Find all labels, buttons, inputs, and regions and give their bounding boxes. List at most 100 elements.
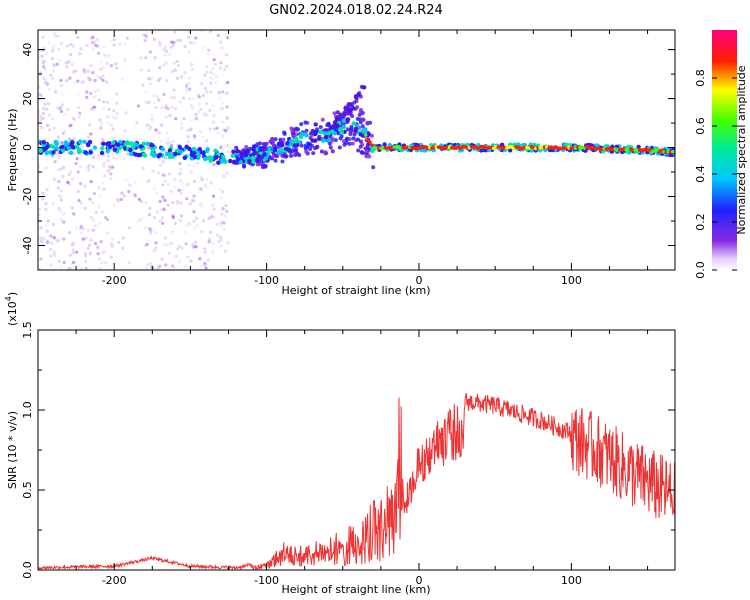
- spectrogram-scatter-point: [210, 214, 214, 219]
- spectrogram-scatter-point: [49, 263, 53, 267]
- spectrogram-band-point: [150, 143, 155, 148]
- spectrogram-band-point: [187, 146, 192, 152]
- spectrogram-scatter-point: [200, 178, 204, 182]
- spectrogram-scatter-point: [72, 152, 76, 156]
- spectrogram-cloud-point: [282, 130, 287, 135]
- spectrogram-scatter-point: [74, 69, 78, 73]
- spectrogram-scatter-point: [45, 188, 49, 192]
- spectrogram-scatter-point: [92, 191, 97, 196]
- spectrogram-scatter-point: [101, 138, 105, 142]
- spectrogram-scatter-point: [168, 172, 172, 176]
- spectrogram-scatter-point: [66, 44, 70, 48]
- spectrogram-scatter-point: [87, 243, 92, 247]
- spectrogram-scatter-point: [102, 164, 106, 168]
- spectrogram-scatter-point: [44, 201, 48, 206]
- spectrogram-scatter-point: [116, 197, 120, 202]
- spectrogram-scatter-point: [39, 256, 43, 261]
- spectrogram-band-point: [263, 156, 268, 161]
- spectrogram-scatter-point: [54, 34, 58, 38]
- spectrogram-scatter-point: [164, 49, 169, 54]
- spectrogram-scatter-point: [91, 165, 95, 169]
- spectrogram-scatter-point: [120, 191, 124, 195]
- spectrogram-scatter-point: [38, 164, 41, 168]
- spectrogram-scatter-point: [120, 77, 125, 82]
- spectrogram-scatter-point: [75, 157, 79, 161]
- spectrogram-scatter-point: [103, 215, 108, 220]
- spectrogram-band-point: [258, 147, 263, 152]
- spectrogram-scatter-point: [92, 105, 97, 109]
- spectrogram-scatter-point: [104, 261, 108, 265]
- spectrogram-band-point: [304, 133, 309, 138]
- spectrogram-scatter-point: [58, 194, 62, 198]
- spectrogram-scatter-point: [82, 68, 86, 72]
- spectrogram-band-point: [105, 148, 111, 154]
- spectrogram-scatter-point: [219, 196, 223, 200]
- spectrogram-scatter-point: [66, 77, 70, 81]
- spectrogram-scatter-point: [173, 68, 177, 72]
- spectrogram-scatter-point: [106, 121, 110, 125]
- spectrogram-band-point: [100, 145, 105, 151]
- spectrogram-scatter-point: [83, 206, 87, 210]
- spectrogram-scatter-point: [186, 134, 190, 139]
- spectrogram-scatter-point: [145, 263, 150, 267]
- spectrogram-scatter-point: [99, 239, 103, 244]
- spectrogram-scatter-point: [102, 174, 107, 178]
- spectrogram-scatter-point: [179, 214, 184, 218]
- spectrogram-scatter-point: [220, 101, 224, 105]
- spectrogram-scatter-point: [112, 109, 116, 113]
- spectrogram-cloud-point: [358, 139, 363, 144]
- spectrogram-scatter-point: [201, 93, 206, 98]
- spectrogram-cloud-point: [364, 149, 369, 154]
- spectrogram-scatter-point: [177, 188, 181, 192]
- spectrogram-scatter-point: [49, 254, 53, 258]
- snr-y-tick-label: 0.0: [21, 561, 34, 579]
- spectrogram-band-point: [238, 159, 243, 165]
- spectrogram-scatter-point: [89, 180, 93, 184]
- spectrogram-scatter-point: [71, 251, 76, 255]
- spectrogram-scatter-point: [100, 251, 105, 255]
- spectrogram-cloud-point: [349, 129, 354, 134]
- spectrogram-band-point: [66, 145, 71, 151]
- spectrogram-band-point: [235, 148, 240, 154]
- spectrogram-band-point: [289, 139, 294, 144]
- spectrogram-cloud-point: [347, 137, 352, 142]
- spectrogram-scatter-point: [156, 94, 160, 99]
- spectrogram-scatter-point: [148, 50, 152, 54]
- colorbar-tick-label: 0.8: [694, 69, 707, 87]
- spectrogram-cloud-point: [270, 137, 275, 142]
- spectrogram-scatter-point: [87, 168, 91, 172]
- spectrogram-scatter-point: [162, 63, 166, 67]
- spectrogram-scatter-point: [150, 114, 154, 118]
- snr-x-tick-label: -200: [102, 574, 127, 587]
- spectrogram-cloud-point: [271, 140, 276, 145]
- spectrogram-scatter-point: [158, 163, 162, 167]
- spectrogram-scatter-point: [171, 139, 175, 144]
- spectrogram-scatter-point: [175, 201, 180, 206]
- spectrogram-scatter-point: [176, 247, 180, 251]
- spectrogram-scatter-point: [58, 209, 63, 213]
- spectrogram-scatter-point: [52, 64, 56, 68]
- spectrogram-scatter-point: [86, 246, 90, 250]
- spectrogram-scatter-point: [62, 220, 66, 224]
- spectrogram-scatter-point: [205, 65, 209, 69]
- spectrogram-scatter-point: [226, 126, 230, 130]
- spectrogram-scatter-point: [211, 67, 215, 71]
- spectrogram-band-point: [82, 139, 87, 145]
- spectrogram-band-point: [363, 129, 368, 135]
- spectrogram-scatter-point: [41, 111, 46, 115]
- spectrogram-scatter-point: [85, 95, 89, 100]
- spectrogram-scatter-point: [178, 259, 182, 264]
- spectrogram-scatter-point: [89, 238, 93, 242]
- spectrogram-scatter-point: [39, 118, 43, 122]
- spectrogram-cloud-point: [365, 120, 370, 125]
- spectrogram-scatter-point: [101, 74, 106, 78]
- spectrogram-scatter-point: [69, 170, 73, 174]
- spectrogram-scatter-point: [79, 226, 83, 230]
- spectrogram-scatter-point: [171, 230, 175, 234]
- spectrogram-scatter-point: [51, 69, 56, 73]
- spectrogram-scatter-point: [219, 238, 223, 242]
- spectrogram-cloud-point: [360, 124, 365, 129]
- spectrogram-scatter-point: [61, 165, 66, 169]
- spectrogram-scatter-point: [111, 115, 115, 119]
- spectrogram-scatter-point: [171, 69, 175, 73]
